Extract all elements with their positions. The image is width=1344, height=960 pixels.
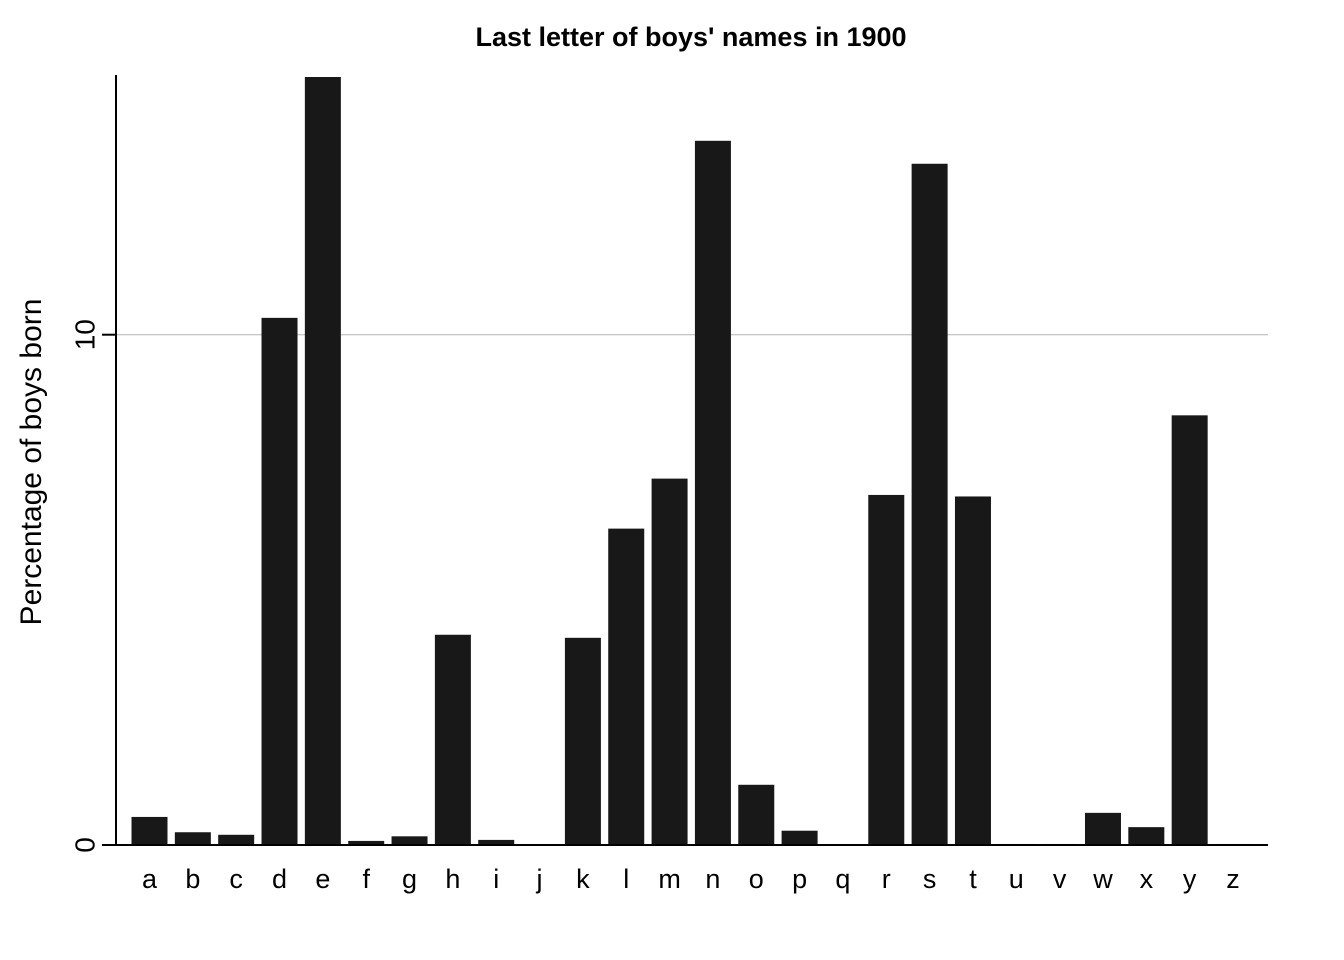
x-tick-label-c: c <box>229 864 243 894</box>
x-tick-label-v: v <box>1053 864 1067 894</box>
x-tick-label-o: o <box>749 864 764 894</box>
x-tick-label-e: e <box>315 864 330 894</box>
bar-n <box>694 140 731 846</box>
x-tick-label-r: r <box>882 864 891 894</box>
x-tick-label-w: w <box>1092 864 1113 894</box>
x-tick-label-n: n <box>705 864 720 894</box>
y-tick-label: 10 <box>70 319 101 350</box>
x-tick-label-h: h <box>445 864 460 894</box>
chart-title: Last letter of boys' names in 1900 <box>475 22 907 52</box>
x-tick-label-l: l <box>623 864 629 894</box>
y-tick-label: 0 <box>70 837 101 853</box>
x-tick-label-z: z <box>1226 864 1240 894</box>
x-tick-label-a: a <box>142 864 158 894</box>
x-tick-label-j: j <box>536 864 543 894</box>
x-tick-label-u: u <box>1009 864 1024 894</box>
bar-s <box>911 163 948 845</box>
bar-p <box>781 830 818 845</box>
x-tick-label-d: d <box>272 864 287 894</box>
bar-i <box>478 839 515 845</box>
x-tick-label-m: m <box>658 864 681 894</box>
bar-l <box>608 528 645 845</box>
bar-y <box>1171 415 1208 845</box>
x-tick-label-i: i <box>493 864 499 894</box>
bar-a <box>131 816 168 845</box>
x-tick-label-b: b <box>185 864 200 894</box>
bar-c <box>218 834 255 845</box>
bar-w <box>1084 812 1121 845</box>
bar-g <box>391 836 428 845</box>
x-tick-label-s: s <box>923 864 937 894</box>
x-tick-label-y: y <box>1183 864 1197 894</box>
x-tick-label-t: t <box>969 864 977 894</box>
bar-t <box>954 496 991 845</box>
bar-r <box>868 494 905 845</box>
bar-h <box>434 634 471 845</box>
x-tick-label-f: f <box>362 864 370 894</box>
bar-o <box>738 784 775 845</box>
x-tick-label-g: g <box>402 864 417 894</box>
bar-k <box>564 637 601 845</box>
bar-b <box>174 832 211 845</box>
bar-e <box>304 77 341 845</box>
x-tick-label-x: x <box>1140 864 1154 894</box>
bar-m <box>651 478 688 845</box>
bar-f <box>348 840 385 845</box>
x-tick-label-q: q <box>835 864 850 894</box>
x-tick-label-k: k <box>576 864 590 894</box>
bar-d <box>261 317 298 846</box>
bar-x <box>1128 827 1165 845</box>
x-tick-label-p: p <box>792 864 807 894</box>
